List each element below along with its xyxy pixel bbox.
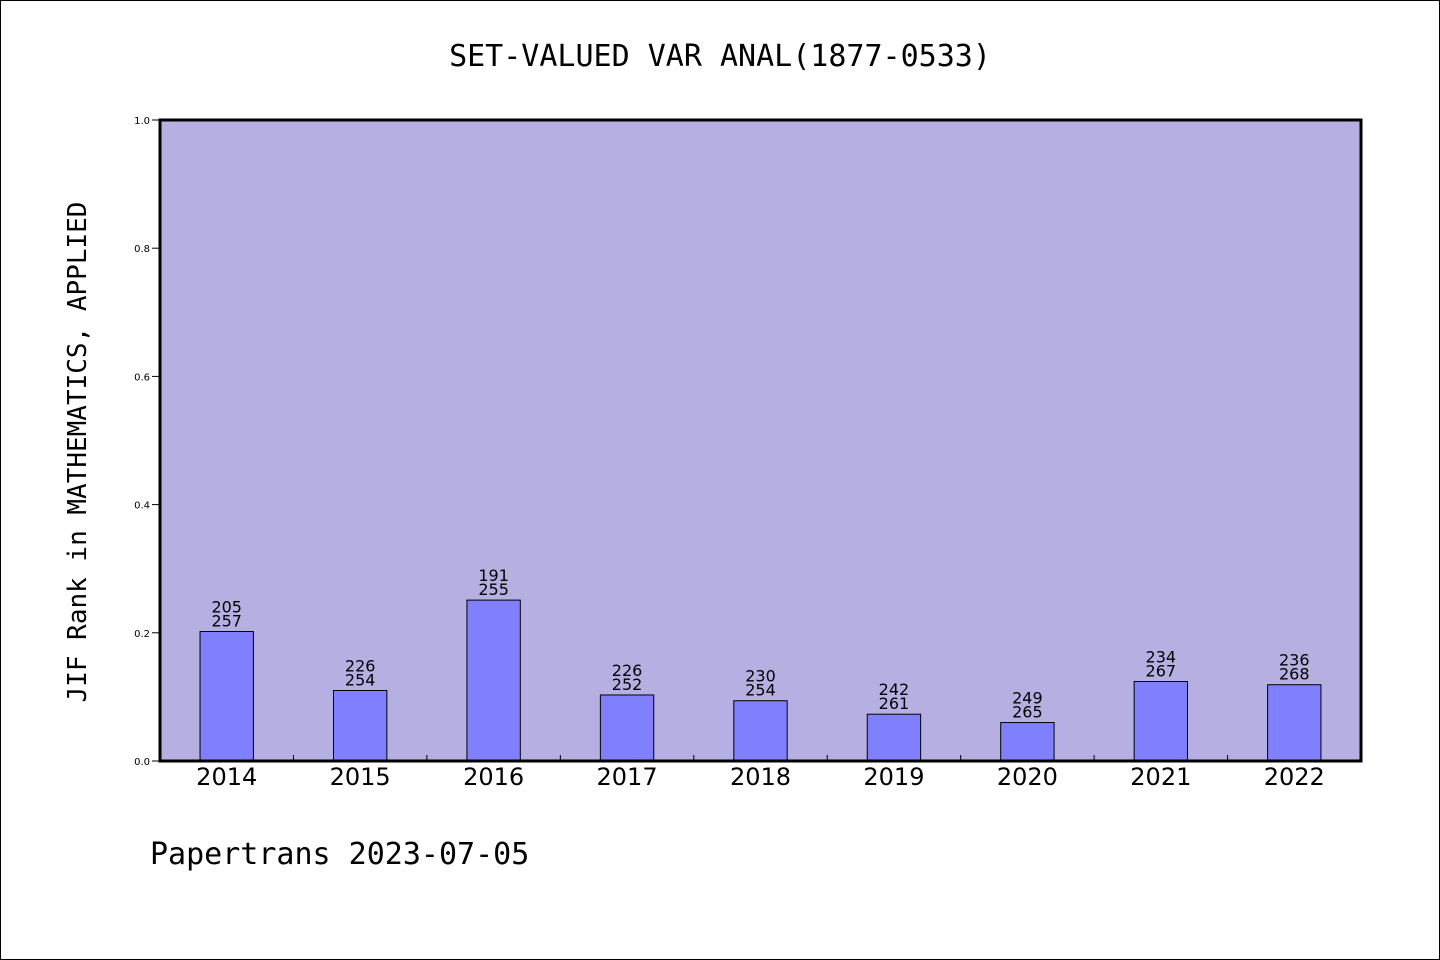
y-tick-label: 0.6 <box>134 372 150 383</box>
bar-label-rank: 205 <box>211 598 242 617</box>
bar-2016 <box>466 599 521 762</box>
bar-label-rank: 226 <box>345 656 376 675</box>
bar-label-total: 254 <box>345 670 376 689</box>
bar-label-total: 255 <box>478 580 509 599</box>
x-tick-label: 2014 <box>196 763 257 791</box>
bar-label-total: 257 <box>211 612 242 631</box>
bar-label-rank: 236 <box>1279 651 1310 670</box>
chart-title: SET-VALUED VAR ANAL(1877-0533) <box>449 39 991 74</box>
bar-label-total: 252 <box>612 675 643 694</box>
y-tick-label: 0.4 <box>134 501 150 512</box>
bar-2019 <box>866 713 922 762</box>
x-tick-label: 2015 <box>330 763 391 791</box>
footer-credit: Papertrans 2023-07-05 <box>150 837 529 872</box>
bar-label-total: 268 <box>1279 665 1310 684</box>
bar-label-rank: 249 <box>1012 689 1043 708</box>
plot-area <box>160 120 1361 761</box>
x-tick-label: 2016 <box>463 763 524 791</box>
x-axis: 2014 2015 2016 2017 2018 2019 2020 2021 2022 <box>196 755 1325 791</box>
x-tick-label: 2021 <box>1130 763 1191 791</box>
bar-label-rank: 191 <box>478 566 509 585</box>
bar-2022 <box>1267 684 1322 762</box>
x-tick-label: 2022 <box>1264 763 1325 791</box>
bar-2015 <box>332 689 388 762</box>
x-tick-label: 2017 <box>597 763 658 791</box>
x-tick-label: 2018 <box>730 763 791 791</box>
bar-label-total: 254 <box>745 681 776 700</box>
bar-label-rank: 234 <box>1146 648 1177 667</box>
bar-2020 <box>1000 722 1055 762</box>
bar-2014 <box>199 631 254 762</box>
bar-label-rank: 230 <box>745 667 776 686</box>
y-tick-label: 0.8 <box>134 244 150 255</box>
bar-label-rank: 242 <box>879 680 910 699</box>
plot-border <box>158 118 1363 763</box>
bar-label-total: 267 <box>1146 662 1177 681</box>
bar-label-rank: 226 <box>612 661 643 680</box>
bar-2017 <box>599 694 655 762</box>
y-tick-label: 0.2 <box>134 629 150 640</box>
y-axis-label: JIF Rank in MATHEMATICS, APPLIED <box>63 202 93 703</box>
bar-2021 <box>1133 681 1189 762</box>
bar-label-total: 261 <box>879 694 910 713</box>
x-tick-label: 2020 <box>997 763 1058 791</box>
bar-2018 <box>733 700 788 762</box>
x-tick-label: 2019 <box>863 763 924 791</box>
y-axis: 0.0 0.2 0.4 0.6 0.8 1.0 <box>134 116 160 768</box>
y-tick-label: 1.0 <box>134 116 150 127</box>
bar-label-total: 265 <box>1012 703 1043 722</box>
y-tick-label: 0.0 <box>134 757 150 768</box>
